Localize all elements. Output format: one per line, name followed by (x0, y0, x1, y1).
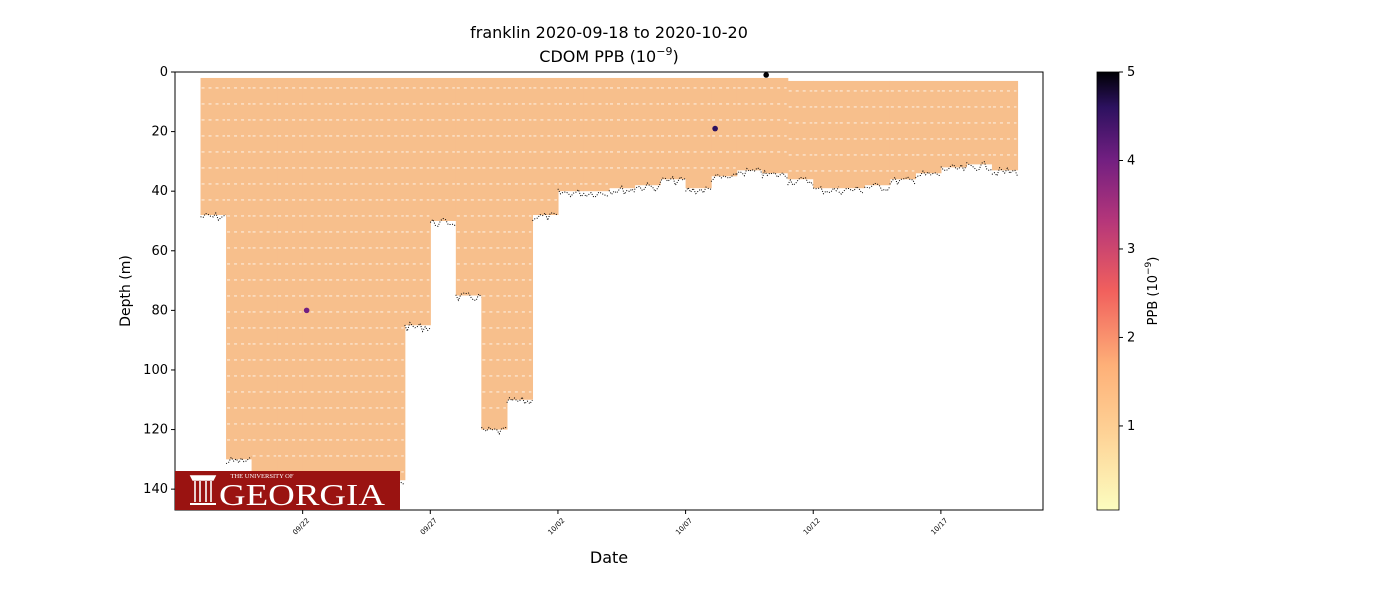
x-tick-label: 10/07 (674, 517, 694, 537)
plot-frame (174, 71, 1044, 511)
y-tick-label: 60 (151, 244, 168, 259)
x-tick-label: 10/12 (802, 517, 822, 537)
profile-column (404, 77, 431, 326)
profile-column (430, 77, 457, 221)
bottom-trace (685, 186, 712, 195)
profile-column (583, 77, 610, 192)
colorbar-ticks: 1 2 3 4 5 (1119, 65, 1135, 434)
x-tick-label: 10/17 (930, 517, 950, 537)
bottom-trace (404, 321, 431, 333)
bottom-trace (557, 188, 584, 198)
x-tick-label: 09/27 (419, 517, 439, 537)
bottom-trace (583, 191, 610, 198)
profile-column (940, 80, 968, 168)
profile-column (226, 77, 253, 460)
bottom-trace (813, 186, 840, 195)
logo-name: GEORGIA (219, 477, 386, 512)
profile-column (532, 77, 559, 216)
y-axis-label: Depth (m) (118, 255, 134, 327)
y-axis: 0 20 40 60 80 100 120 140 (143, 65, 175, 497)
bottom-trace (481, 426, 508, 436)
x-tick-label: 10/02 (547, 517, 567, 537)
x-axis-label: Date (590, 548, 628, 567)
profile-column (455, 77, 482, 296)
bottom-trace (200, 211, 227, 222)
logo-small-text: THE UNIVERSITY OF (231, 473, 294, 480)
bottom-trace (532, 212, 559, 222)
chart-title: franklin 2020-09-18 to 2020-10-20 (470, 23, 748, 42)
profile-column (685, 77, 712, 189)
profile-column (302, 77, 329, 484)
profile-column (328, 77, 355, 481)
bottom-trace (429, 217, 457, 227)
profile-column (966, 80, 993, 165)
anomaly-point (712, 125, 718, 132)
profile-column (481, 77, 508, 430)
bottom-trace (761, 169, 789, 179)
x-tick-label: 09/22 (291, 517, 311, 537)
bottom-trace (991, 166, 1018, 177)
profile-column (506, 77, 534, 400)
colorbar-tick-label: 4 (1127, 153, 1135, 168)
bottom-trace (659, 175, 686, 187)
profile-column (889, 80, 916, 180)
colorbar-tick-label: 5 (1127, 65, 1135, 80)
bottom-trace (940, 163, 967, 172)
profile-column (787, 80, 814, 180)
profile-column (200, 77, 227, 216)
anomaly-point (303, 307, 310, 314)
profile-column (838, 80, 865, 189)
colorbar-tick-label: 2 (1127, 330, 1135, 345)
profile-column (379, 77, 406, 481)
profile-column (557, 77, 585, 192)
y-tick-label: 140 (143, 482, 168, 497)
profile-column (864, 80, 891, 186)
arch-icon (189, 475, 217, 505)
y-tick-label: 80 (151, 303, 168, 318)
university-logo: THE UNIVERSITY OF GEORGIA (175, 471, 400, 512)
bottom-trace (864, 182, 891, 192)
bottom-trace (608, 185, 635, 196)
y-tick-label: 100 (143, 363, 168, 378)
profile-column (813, 80, 840, 189)
bottom-trace (966, 160, 993, 172)
colorbar (1096, 71, 1120, 511)
profile-column (660, 77, 687, 180)
bottom-trace (736, 167, 763, 177)
y-tick-label: 120 (143, 423, 168, 438)
profile-column (277, 77, 304, 481)
chart-subtitle: CDOM PPB (10−9) (539, 45, 678, 66)
profile-column (915, 80, 942, 174)
bottom-trace (634, 182, 661, 193)
colorbar-tick-label: 1 (1127, 419, 1135, 434)
colorbar-label: PPB (10−9) (1144, 257, 1161, 326)
profile-column (762, 77, 789, 174)
profile-column (353, 77, 380, 481)
profile-column (736, 77, 763, 171)
y-tick-label: 20 (151, 125, 168, 140)
anomaly-point (763, 72, 769, 78)
data-layer (200, 72, 1019, 490)
profile-column (634, 77, 661, 186)
bottom-trace (506, 396, 533, 405)
bottom-trace (455, 292, 482, 302)
profile-column (609, 77, 636, 189)
profile-column (251, 77, 278, 478)
x-axis: 09/22 09/27 10/02 10/07 10/12 10/17 (291, 510, 949, 537)
y-tick-label: 0 (160, 65, 168, 80)
profile-column (991, 80, 1019, 171)
colorbar-tick-label: 3 (1127, 242, 1135, 257)
y-tick-label: 40 (151, 184, 168, 199)
